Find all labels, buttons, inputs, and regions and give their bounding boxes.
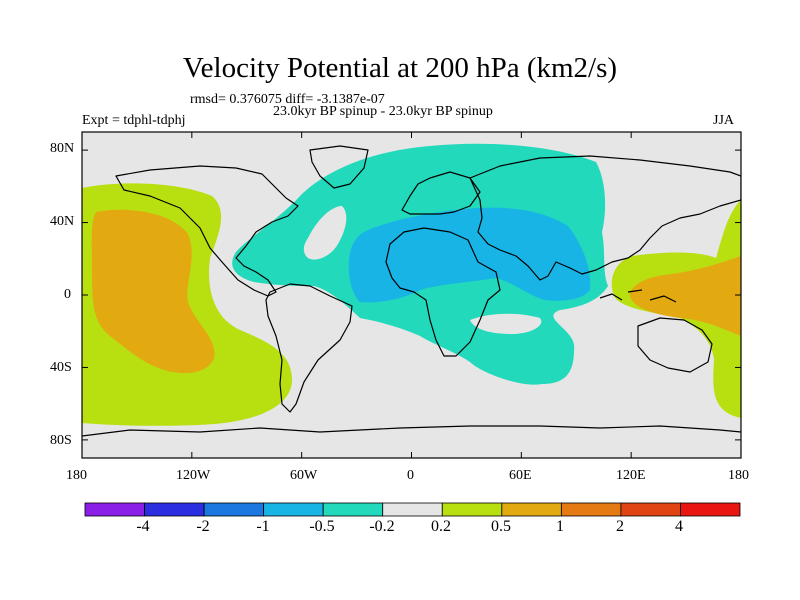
colorbar-label: -1	[256, 518, 270, 535]
chart-title: Velocity Potential at 200 hPa (km2/s)	[182, 52, 618, 84]
x-tick-label-60e: 60E	[509, 468, 532, 483]
y-tick-label-40s: 40S	[50, 360, 72, 375]
coast-north-america	[115, 165, 299, 297]
colorbar-swatch	[144, 502, 205, 517]
colorbar-label: -0.5	[309, 518, 335, 535]
coast-europe	[401, 171, 481, 215]
colorbar-swatch	[620, 502, 681, 517]
x-tick-label-120w: 120W	[176, 468, 211, 483]
x-tick-label-0: 0	[407, 468, 414, 483]
colorbar-label: -4	[136, 518, 150, 535]
colorbar-label: 4	[675, 518, 683, 535]
contour-positive-pacific-inner	[91, 209, 215, 374]
y-tick-label-80s: 80S	[50, 433, 72, 448]
colorbar-label: 0.5	[491, 518, 511, 535]
coast-australia	[637, 317, 713, 373]
y-tick-label-80n: 80N	[50, 141, 75, 156]
colorbar-swatch	[441, 502, 503, 517]
coast-africa	[385, 227, 501, 357]
colorbar-label: -0.2	[369, 518, 395, 535]
colorbar-label: 0.2	[431, 518, 451, 535]
comparison-label: 23.0kyr BP spinup - 23.0kyr BP spinup	[273, 104, 493, 119]
contour-neutral-southwest	[470, 313, 542, 334]
colorbar	[84, 502, 741, 517]
x-tick-label-120e: 120E	[616, 468, 646, 483]
colorbar-label: -2	[196, 518, 210, 535]
coast-antarctica	[82, 425, 741, 437]
x-tick-label-180e: 180	[728, 468, 749, 483]
coastlines	[82, 145, 741, 437]
colorbar-swatch	[263, 502, 324, 517]
season-label: JJA	[713, 113, 735, 128]
coast-south-america	[265, 283, 353, 413]
colorbar-swatch	[680, 502, 741, 517]
contour-neutral-atlantic	[303, 206, 347, 260]
contour-positive-eastern-inner	[629, 256, 741, 336]
coast-asia	[469, 155, 741, 281]
y-tick-label-0: 0	[64, 287, 71, 302]
colorbar-swatch	[203, 502, 265, 517]
map-plot-area	[82, 132, 741, 458]
colorbar-swatch	[382, 502, 443, 517]
colorbar-label: 2	[616, 518, 624, 535]
y-tick-label-40n: 40N	[50, 214, 75, 229]
colorbar-swatch	[560, 502, 622, 517]
x-tick-label-180w: 180	[66, 468, 87, 483]
colorbar-label: 1	[556, 518, 564, 535]
tick-marks	[81, 132, 742, 458]
coast-indonesia	[599, 289, 677, 303]
expt-label: Expt = tdphl-tdphj	[82, 113, 186, 128]
colorbar-swatch	[322, 502, 384, 517]
coast-greenland	[309, 145, 369, 189]
colorbar-swatch	[84, 502, 145, 517]
stats-line: rmsd= 0.376075 diff= -3.1387e-07	[190, 92, 385, 107]
x-tick-label-60w: 60W	[290, 468, 318, 483]
colorbar-swatch	[501, 502, 562, 517]
